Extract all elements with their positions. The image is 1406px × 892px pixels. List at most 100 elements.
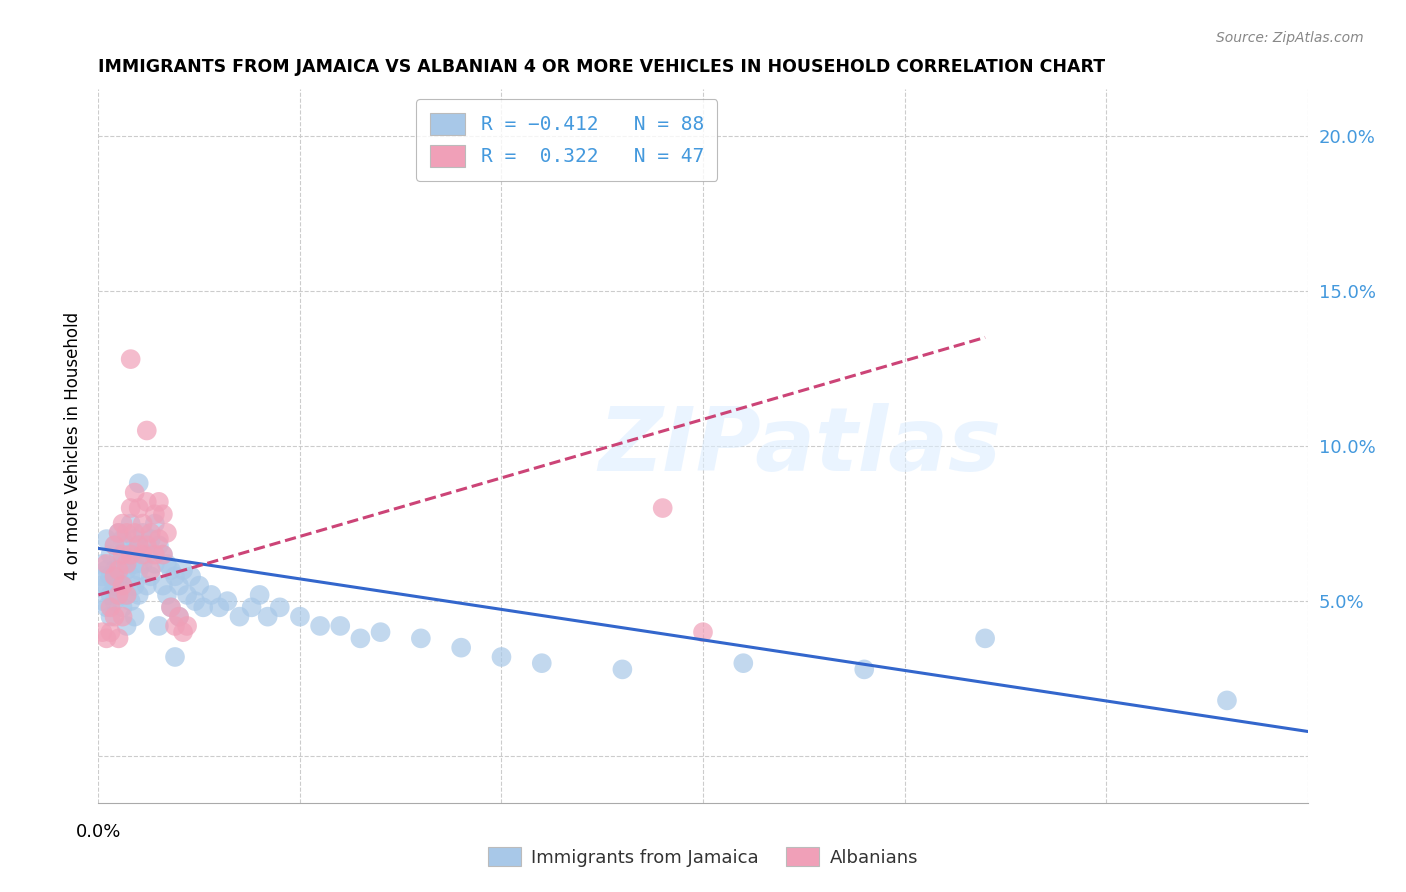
- Point: [107, 548, 129, 562]
- Point: [163, 569, 186, 583]
- Point: [111, 579, 134, 593]
- Point: [152, 508, 174, 522]
- Point: [103, 538, 125, 552]
- Point: [349, 632, 371, 646]
- Point: [288, 609, 311, 624]
- Point: [329, 619, 352, 633]
- Y-axis label: 4 or more Vehicles in Household: 4 or more Vehicles in Household: [65, 312, 83, 580]
- Point: [124, 532, 146, 546]
- Point: [96, 579, 118, 593]
- Point: [156, 557, 179, 571]
- Point: [115, 619, 138, 633]
- Point: [100, 609, 122, 624]
- Point: [103, 609, 125, 624]
- Point: [115, 588, 138, 602]
- Point: [100, 625, 122, 640]
- Point: [111, 557, 134, 571]
- Point: [107, 588, 129, 602]
- Point: [148, 532, 170, 546]
- Text: Source: ZipAtlas.com: Source: ZipAtlas.com: [1216, 31, 1364, 45]
- Point: [96, 632, 118, 646]
- Point: [96, 563, 118, 577]
- Legend: R = −0.412   N = 88, R =  0.322   N = 47: R = −0.412 N = 88, R = 0.322 N = 47: [416, 99, 717, 181]
- Point: [450, 640, 472, 655]
- Point: [128, 538, 150, 552]
- Point: [208, 600, 231, 615]
- Point: [91, 557, 114, 571]
- Point: [152, 548, 174, 562]
- Point: [409, 632, 432, 646]
- Point: [128, 501, 150, 516]
- Point: [120, 548, 142, 562]
- Point: [176, 588, 198, 602]
- Point: [103, 569, 125, 583]
- Point: [135, 538, 157, 552]
- Point: [124, 609, 146, 624]
- Point: [132, 516, 155, 531]
- Point: [163, 650, 186, 665]
- Text: ZIPatlas: ZIPatlas: [598, 402, 1001, 490]
- Point: [249, 588, 271, 602]
- Point: [115, 525, 138, 540]
- Point: [111, 579, 134, 593]
- Point: [96, 532, 118, 546]
- Point: [100, 588, 122, 602]
- Point: [370, 625, 392, 640]
- Point: [120, 352, 142, 367]
- Point: [160, 600, 183, 615]
- Point: [132, 557, 155, 571]
- Point: [132, 548, 155, 562]
- Point: [128, 563, 150, 577]
- Point: [120, 569, 142, 583]
- Point: [200, 588, 222, 602]
- Point: [96, 557, 118, 571]
- Point: [612, 662, 634, 676]
- Point: [156, 525, 179, 540]
- Point: [115, 588, 138, 602]
- Point: [135, 424, 157, 438]
- Point: [115, 563, 138, 577]
- Point: [115, 538, 138, 552]
- Point: [107, 563, 129, 577]
- Point: [152, 579, 174, 593]
- Point: [692, 625, 714, 640]
- Point: [167, 609, 190, 624]
- Point: [111, 609, 134, 624]
- Legend: Immigrants from Jamaica, Albanians: Immigrants from Jamaica, Albanians: [481, 840, 925, 874]
- Point: [107, 525, 129, 540]
- Point: [111, 516, 134, 531]
- Point: [132, 525, 155, 540]
- Point: [103, 563, 125, 577]
- Point: [91, 579, 114, 593]
- Point: [115, 557, 138, 571]
- Point: [124, 557, 146, 571]
- Point: [167, 609, 190, 624]
- Point: [152, 548, 174, 562]
- Point: [135, 548, 157, 562]
- Point: [120, 548, 142, 562]
- Text: 0.0%: 0.0%: [76, 822, 121, 841]
- Point: [135, 495, 157, 509]
- Point: [124, 579, 146, 593]
- Point: [256, 609, 278, 624]
- Point: [143, 508, 166, 522]
- Point: [107, 588, 129, 602]
- Point: [107, 632, 129, 646]
- Point: [103, 579, 125, 593]
- Point: [128, 476, 150, 491]
- Point: [120, 594, 142, 608]
- Point: [172, 625, 194, 640]
- Point: [103, 538, 125, 552]
- Point: [100, 548, 122, 562]
- Point: [530, 656, 553, 670]
- Point: [176, 619, 198, 633]
- Point: [180, 569, 202, 583]
- Point: [184, 594, 207, 608]
- Point: [128, 588, 150, 602]
- Point: [111, 548, 134, 562]
- Text: IMMIGRANTS FROM JAMAICA VS ALBANIAN 4 OR MORE VEHICLES IN HOUSEHOLD CORRELATION : IMMIGRANTS FROM JAMAICA VS ALBANIAN 4 OR…: [98, 58, 1105, 76]
- Point: [111, 600, 134, 615]
- Point: [100, 600, 122, 615]
- Point: [143, 557, 166, 571]
- Point: [651, 501, 673, 516]
